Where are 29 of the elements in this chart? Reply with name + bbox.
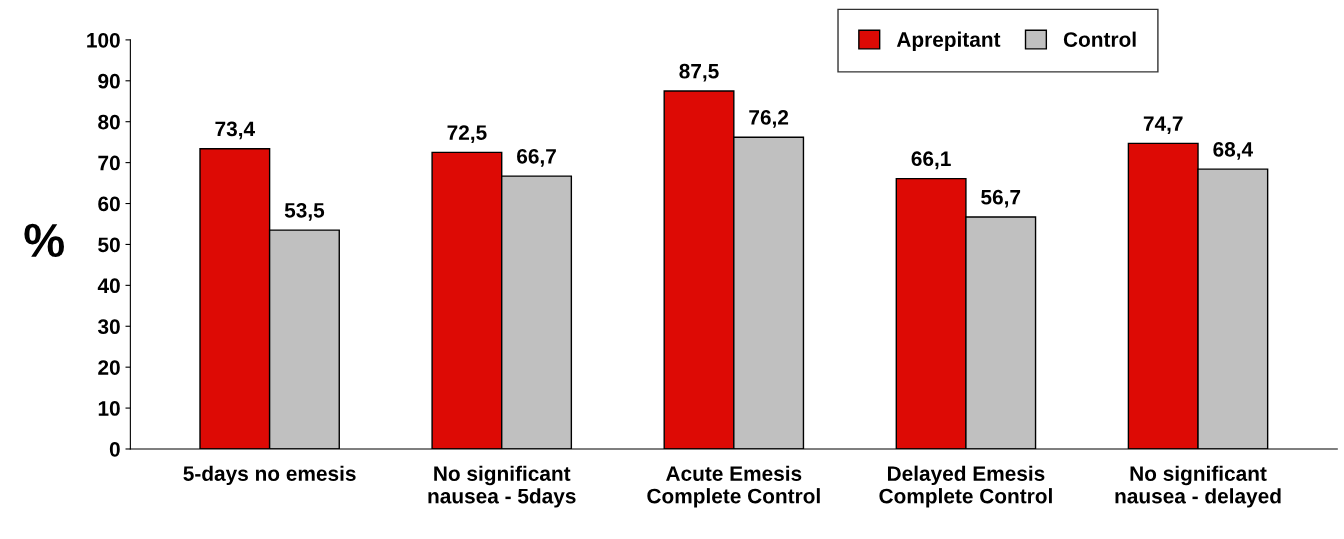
data-label: 68,4 <box>1213 141 1253 160</box>
legend-label: Control <box>1063 31 1136 47</box>
data-label: 53,5 <box>284 202 325 221</box>
x-tick-label: 5-days no emesis <box>183 465 356 486</box>
y-tick-label: 10 <box>98 401 120 416</box>
y-tick-label: 0 <box>109 441 120 457</box>
legend-label: Aprepitant <box>896 31 1001 52</box>
data-label: 74,7 <box>1143 116 1183 134</box>
data-label: 66,1 <box>911 151 951 170</box>
data-label: 72,5 <box>447 125 487 143</box>
x-tick-label: Acute Emesis Complete Control <box>647 465 820 508</box>
data-label: 66,7 <box>517 148 556 167</box>
data-label: 56,7 <box>981 189 1021 208</box>
data-label: 87,5 <box>679 63 719 82</box>
y-axis-title: % <box>24 223 64 258</box>
y-tick-label: 70 <box>98 155 120 171</box>
x-tick-label: No significant nausea - 5days <box>428 465 576 508</box>
y-tick-label: 40 <box>97 278 120 294</box>
data-label: 76,2 <box>749 110 789 128</box>
data-label: 73,4 <box>215 121 255 140</box>
y-tick-label: 80 <box>98 114 120 130</box>
y-tick-label: 100 <box>87 32 120 48</box>
x-tick-label: Delayed Emesis Complete Control <box>879 465 1052 508</box>
y-tick-label: 90 <box>98 73 120 89</box>
y-tick-label: 60 <box>98 196 120 212</box>
y-tick-label: 30 <box>97 319 120 335</box>
x-tick-label: No significant nausea - delayed <box>1115 465 1281 508</box>
y-tick-label: 20 <box>98 360 120 375</box>
y-tick-label: 50 <box>98 237 120 253</box>
